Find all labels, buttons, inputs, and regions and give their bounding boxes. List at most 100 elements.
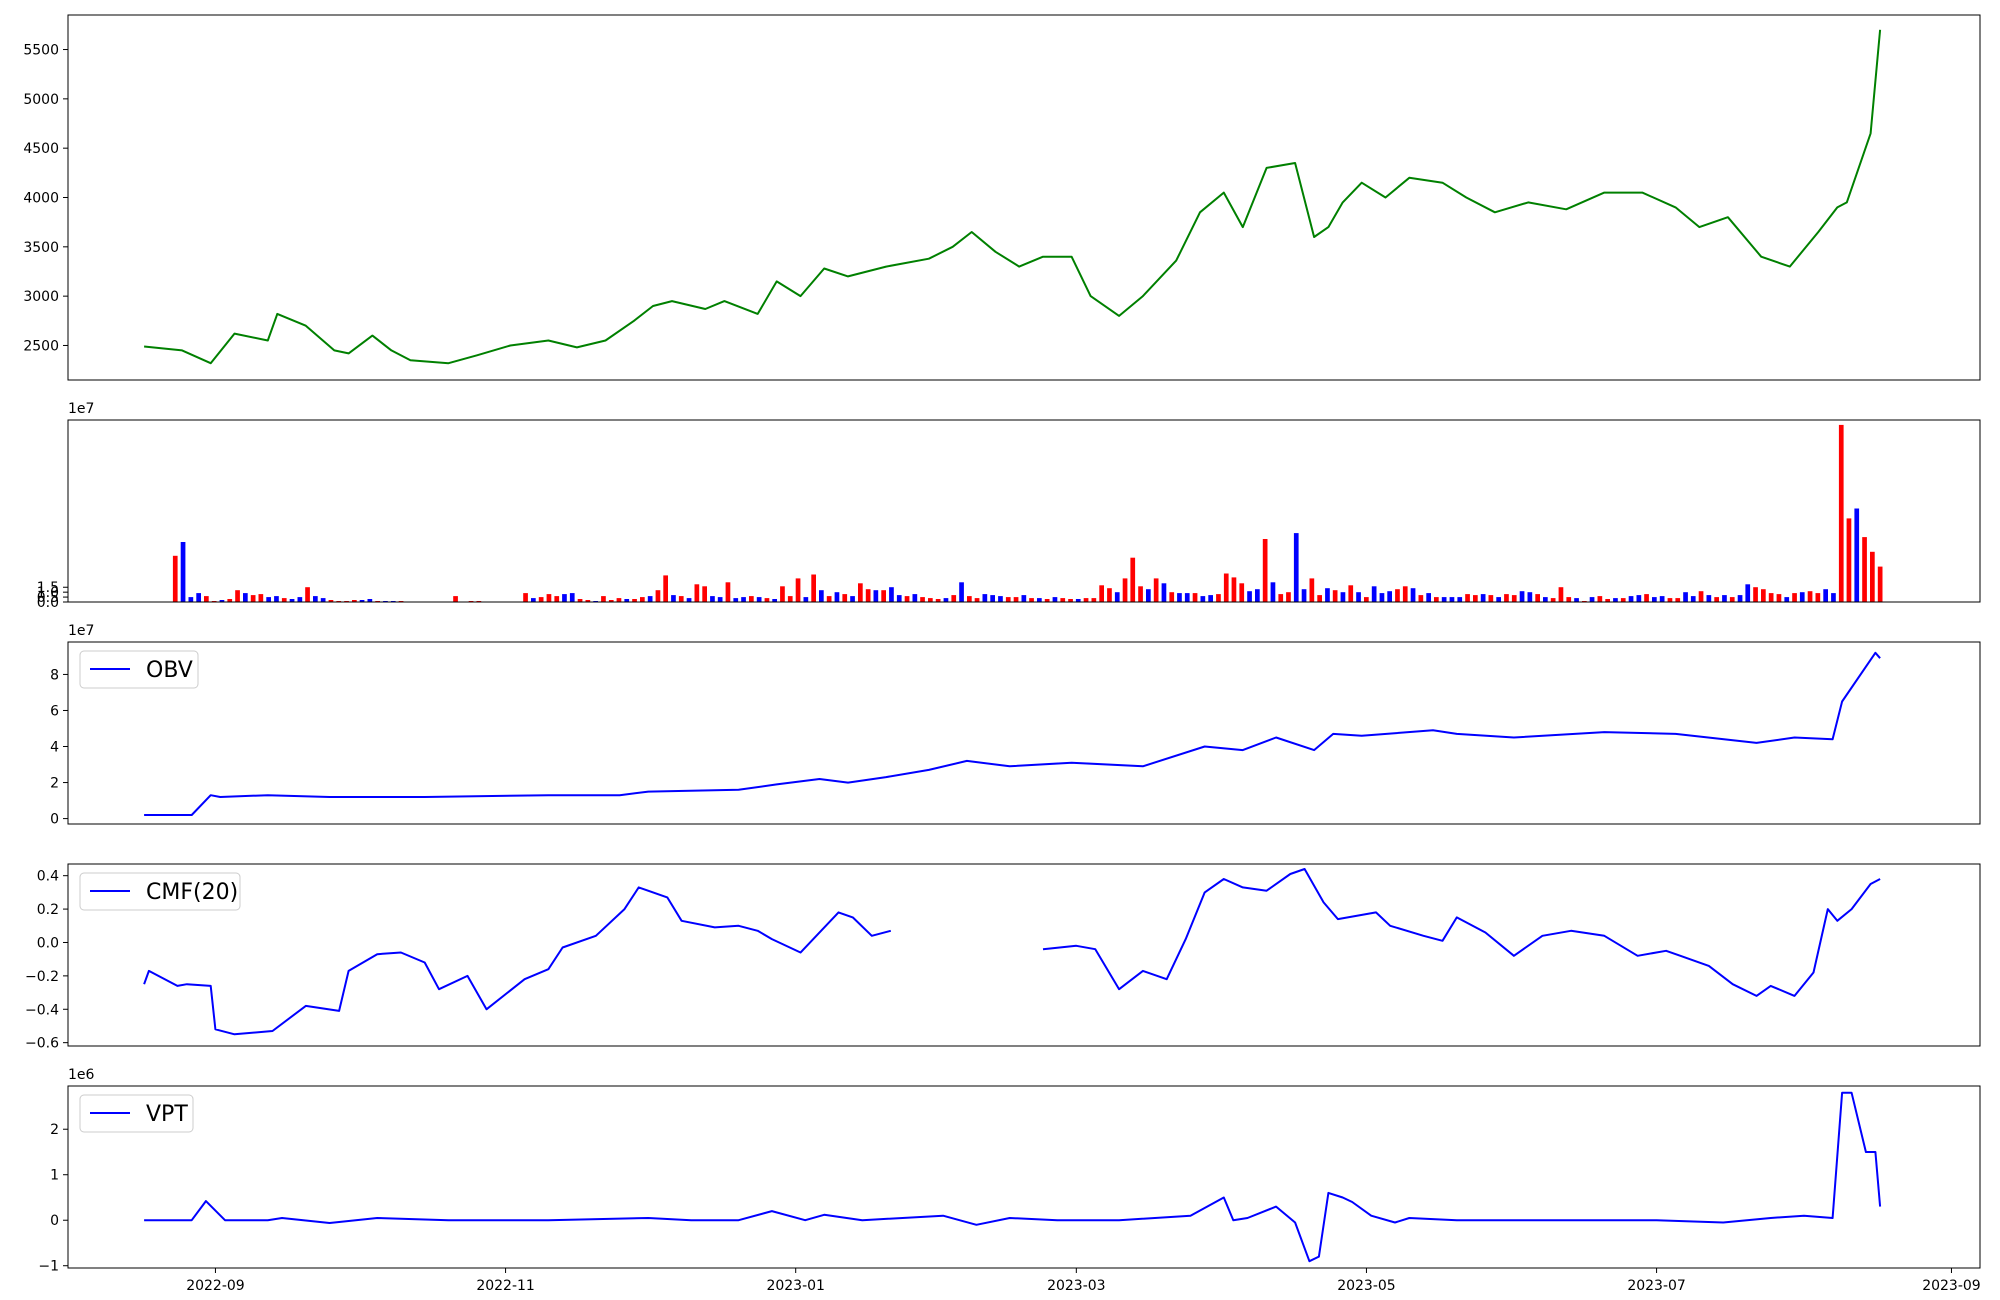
volume-bar <box>243 593 248 602</box>
volume-bar <box>305 587 310 602</box>
volume-bar <box>990 595 995 602</box>
obv-plot-area <box>144 651 1881 816</box>
volume-bar <box>1714 597 1719 602</box>
cmf-legend-label: CMF(20) <box>146 880 238 905</box>
volume-bar <box>982 594 988 602</box>
volume-panel-frame <box>67 419 1981 603</box>
volume-bar <box>943 598 949 602</box>
volume-bar <box>1862 537 1867 602</box>
volume-bar <box>1652 597 1657 602</box>
volume-bar <box>1675 598 1681 602</box>
volume-bar <box>632 599 637 602</box>
volume-bar <box>616 598 622 602</box>
volume-bar <box>1823 589 1828 602</box>
date-tick-label: 2022-09 <box>186 1278 245 1294</box>
volume-bar <box>1293 533 1299 602</box>
volume-bar <box>1628 596 1634 602</box>
volume-bar <box>826 596 832 602</box>
volume-bar <box>920 597 925 602</box>
volume-bar <box>904 596 910 602</box>
cmf-ytick-label: 0.4 <box>37 869 59 885</box>
volume-bar <box>1449 597 1455 602</box>
volume-bar <box>1075 599 1081 602</box>
volume-bar <box>1060 598 1066 602</box>
volume-bar <box>1480 594 1486 602</box>
volume-bar <box>787 596 793 602</box>
volume-bar <box>1597 596 1603 602</box>
volume-bar <box>671 595 676 602</box>
volume-bar <box>1052 597 1058 602</box>
volume-bar <box>289 599 295 602</box>
volume-bar <box>710 596 715 602</box>
volume-bar <box>1589 597 1595 602</box>
volume-bar <box>531 598 536 602</box>
volume-bar <box>453 596 458 602</box>
volume-bar <box>1247 591 1252 602</box>
volume-bar <box>1255 589 1260 602</box>
volume-bar <box>1543 597 1548 602</box>
volume-bar <box>320 598 326 602</box>
volume-bar <box>523 593 528 602</box>
vpt-ytick-label: 0 <box>50 1213 59 1229</box>
volume-bar <box>204 596 209 602</box>
volume-bar <box>1683 592 1688 602</box>
volume-bar <box>1504 594 1509 602</box>
cmf-panel-frame <box>67 863 1981 1047</box>
date-tick-label: 2022-11 <box>476 1278 535 1294</box>
volume-bar <box>313 596 318 602</box>
volume-bar <box>1753 587 1758 602</box>
volume-bar <box>1722 595 1727 602</box>
volume-bar <box>608 600 614 602</box>
volume-bar <box>601 596 606 602</box>
price-ytick-label: 2500 <box>23 338 59 354</box>
volume-bar <box>1667 598 1673 602</box>
volume-bar <box>967 596 972 602</box>
volume-bar <box>1566 597 1572 602</box>
volume-bar <box>1270 582 1276 602</box>
vpt-panel-frame <box>67 1085 1981 1269</box>
volume-bar <box>328 600 334 602</box>
volume-ytick-label: 0.5 <box>37 590 59 606</box>
vpt-series-line <box>144 1091 1882 1263</box>
volume-ytick-label: 0.0 <box>37 595 59 611</box>
volume-bar <box>1278 594 1284 602</box>
volume-bar <box>1807 591 1813 602</box>
volume-bar <box>1535 594 1540 602</box>
volume-ytick-label: 1.5 <box>37 580 59 596</box>
volume-bar <box>1799 592 1805 602</box>
vpt-ytick-label: 2 <box>50 1122 59 1138</box>
volume-bar <box>772 599 777 602</box>
vpt-ytick-label: 1 <box>50 1168 59 1184</box>
volume-bar <box>795 578 801 602</box>
price-panel: 2500 3000 3500 4000 4500 5000 5500 <box>23 14 1981 381</box>
obv-series-line <box>144 651 1881 816</box>
cmf-series-line-segment-1 <box>143 886 892 1036</box>
volume-bars-area <box>141 424 1883 603</box>
cmf-series-line-segment-2 <box>1042 868 1881 997</box>
cmf-ytick-label: −0.6 <box>25 1036 59 1052</box>
volume-bar <box>1768 593 1774 602</box>
volume-bar <box>1325 588 1330 602</box>
volume-bar <box>1488 595 1494 602</box>
volume-bar <box>1348 585 1354 602</box>
date-tick-label: 2023-09 <box>1922 1278 1981 1294</box>
volume-bar <box>1465 594 1470 602</box>
volume-bar <box>569 593 575 602</box>
volume-bar <box>959 582 964 602</box>
volume-bar <box>842 594 848 602</box>
volume-bar <box>1286 592 1291 602</box>
volume-bar <box>1068 599 1073 602</box>
volume-bar <box>227 599 233 602</box>
volume-bar <box>577 599 583 602</box>
volume-bar <box>1877 566 1883 602</box>
volume-bar <box>1200 596 1206 602</box>
volume-bar <box>1107 588 1112 602</box>
volume-bar <box>585 600 591 602</box>
volume-bar <box>1317 595 1322 602</box>
volume-bar <box>1690 596 1696 602</box>
volume-bar <box>1659 596 1665 602</box>
vpt-legend-box <box>79 1094 194 1133</box>
volume-bar <box>1698 591 1704 602</box>
volume-bar <box>367 599 373 602</box>
volume-bar <box>624 599 630 602</box>
